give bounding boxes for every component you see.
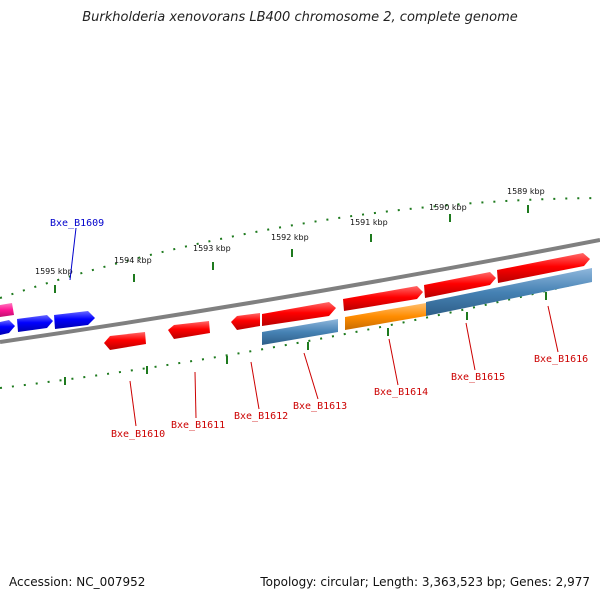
gene-arrow-red[interactable] <box>104 332 146 350</box>
chromosome-backbone <box>0 238 600 344</box>
gene-label[interactable]: Bxe_B1613 <box>293 401 347 412</box>
scale-label: 1591 kbp <box>350 218 388 227</box>
gene-label[interactable]: Bxe_B1611 <box>171 420 225 431</box>
forward-strand-genes <box>0 253 590 335</box>
connector-line <box>129 380 137 427</box>
gene-label[interactable]: Bxe_B1610 <box>111 429 165 440</box>
connector-line <box>303 352 319 400</box>
gene-labels: Bxe_B1609 Bxe_B1610 Bxe_B1611 Bxe_B1612 … <box>50 218 588 440</box>
accession-text: Accession: NC_007952 <box>9 575 146 589</box>
scale-label: 1589 kbp <box>507 187 545 196</box>
gene-arrow-red[interactable] <box>168 321 210 339</box>
scale-label: 1595 kbp <box>35 267 73 276</box>
topology-text: Topology: circular; Length: 3,363,523 bp… <box>260 575 590 589</box>
connector-line <box>465 322 476 371</box>
gene-bar-steel[interactable] <box>262 319 338 345</box>
connector-line <box>250 361 260 410</box>
connector-line <box>69 227 77 281</box>
gene-bar-orange[interactable] <box>345 303 426 330</box>
gene-arrow-red[interactable] <box>343 286 423 311</box>
scale-label: 1592 kbp <box>271 233 309 242</box>
gene-arrow-magenta[interactable] <box>0 303 14 317</box>
gene-arrow-red[interactable] <box>424 272 496 298</box>
gene-arrow-red[interactable] <box>497 253 590 283</box>
gene-label[interactable]: Bxe_B1609 <box>50 218 104 229</box>
reverse-strand-genes <box>104 268 592 350</box>
scale-label: 1594 kbp <box>114 256 152 265</box>
connector-line <box>547 305 559 353</box>
label-connectors <box>69 227 559 427</box>
gene-arrow-blue[interactable] <box>17 315 53 332</box>
connector-line <box>388 338 399 386</box>
gene-bar-steel[interactable] <box>426 268 592 316</box>
map-title: Burkholderia xenovorans LB400 chromosome… <box>82 10 518 25</box>
gene-label[interactable]: Bxe_B1612 <box>234 411 288 422</box>
scale-labels: 1589 kbp 1590 kbp 1591 kbp 1592 kbp 1593… <box>35 187 545 276</box>
gene-label[interactable]: Bxe_B1614 <box>374 387 428 398</box>
gene-arrow-blue[interactable] <box>0 320 15 335</box>
outer-scale-ring <box>0 197 600 299</box>
gene-arrow-red[interactable] <box>262 302 336 326</box>
gene-label[interactable]: Bxe_B1616 <box>534 354 588 365</box>
scale-label: 1590 kbp <box>429 203 467 212</box>
gene-label[interactable]: Bxe_B1615 <box>451 372 505 383</box>
scale-label: 1593 kbp <box>193 244 231 253</box>
connector-line <box>194 371 197 419</box>
gene-arrow-blue[interactable] <box>54 311 95 329</box>
gene-arrow-red[interactable] <box>231 313 260 330</box>
inner-scale-ring <box>0 277 600 389</box>
